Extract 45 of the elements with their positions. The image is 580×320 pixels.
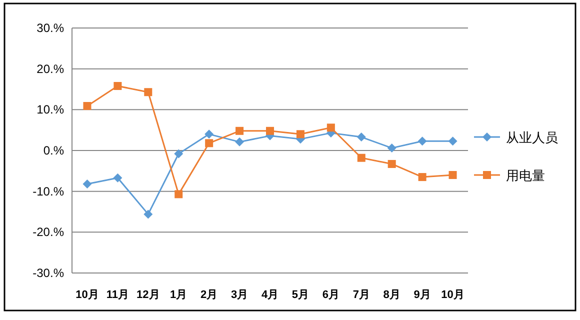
point (144, 210, 153, 219)
point (387, 144, 396, 153)
point (174, 190, 183, 198)
point (448, 171, 457, 179)
x-tick-label: 9月 (414, 289, 431, 301)
point (356, 132, 366, 142)
legend-label: 用电量 (506, 168, 545, 183)
x-tick-label: 11月 (106, 289, 130, 301)
x-tick-label: 2月 (200, 289, 218, 301)
point (236, 126, 244, 135)
point (418, 173, 426, 182)
y-tick-label: 20.% (36, 62, 64, 76)
point (204, 130, 214, 139)
point (448, 136, 458, 146)
y-tick-label: 10.% (36, 102, 64, 117)
point (266, 126, 274, 135)
point (326, 124, 335, 132)
x-tick-label: 10月 (441, 289, 464, 301)
x-tick-label: 4月 (261, 289, 279, 301)
point (418, 136, 427, 146)
point (235, 137, 244, 146)
x-tick-label: 3月 (230, 289, 248, 301)
x-tick-label: 6月 (322, 289, 340, 301)
point (205, 139, 214, 148)
x-tick-label: 10月 (76, 289, 99, 301)
y-tick-label: 0.% (43, 144, 64, 158)
x-tick-label: 5月 (292, 289, 310, 301)
point (82, 179, 92, 188)
point (296, 130, 304, 138)
y-tick-label: -30.% (32, 266, 64, 280)
point (113, 173, 122, 182)
y-tick-label: -20.% (32, 225, 64, 240)
point (174, 149, 184, 158)
point (144, 88, 152, 96)
y-tick-label: 30.% (36, 21, 64, 35)
point (83, 102, 92, 110)
point (357, 154, 366, 162)
legend-label: 从业人员 (506, 130, 558, 145)
x-tick-label: 7月 (352, 289, 370, 301)
x-tick-label: 12月 (136, 289, 160, 301)
x-tick-label: 1月 (170, 289, 188, 301)
y-tick-label: -10.% (32, 184, 64, 198)
x-tick-label: 8月 (383, 289, 400, 301)
point (114, 82, 122, 90)
point (388, 160, 396, 168)
